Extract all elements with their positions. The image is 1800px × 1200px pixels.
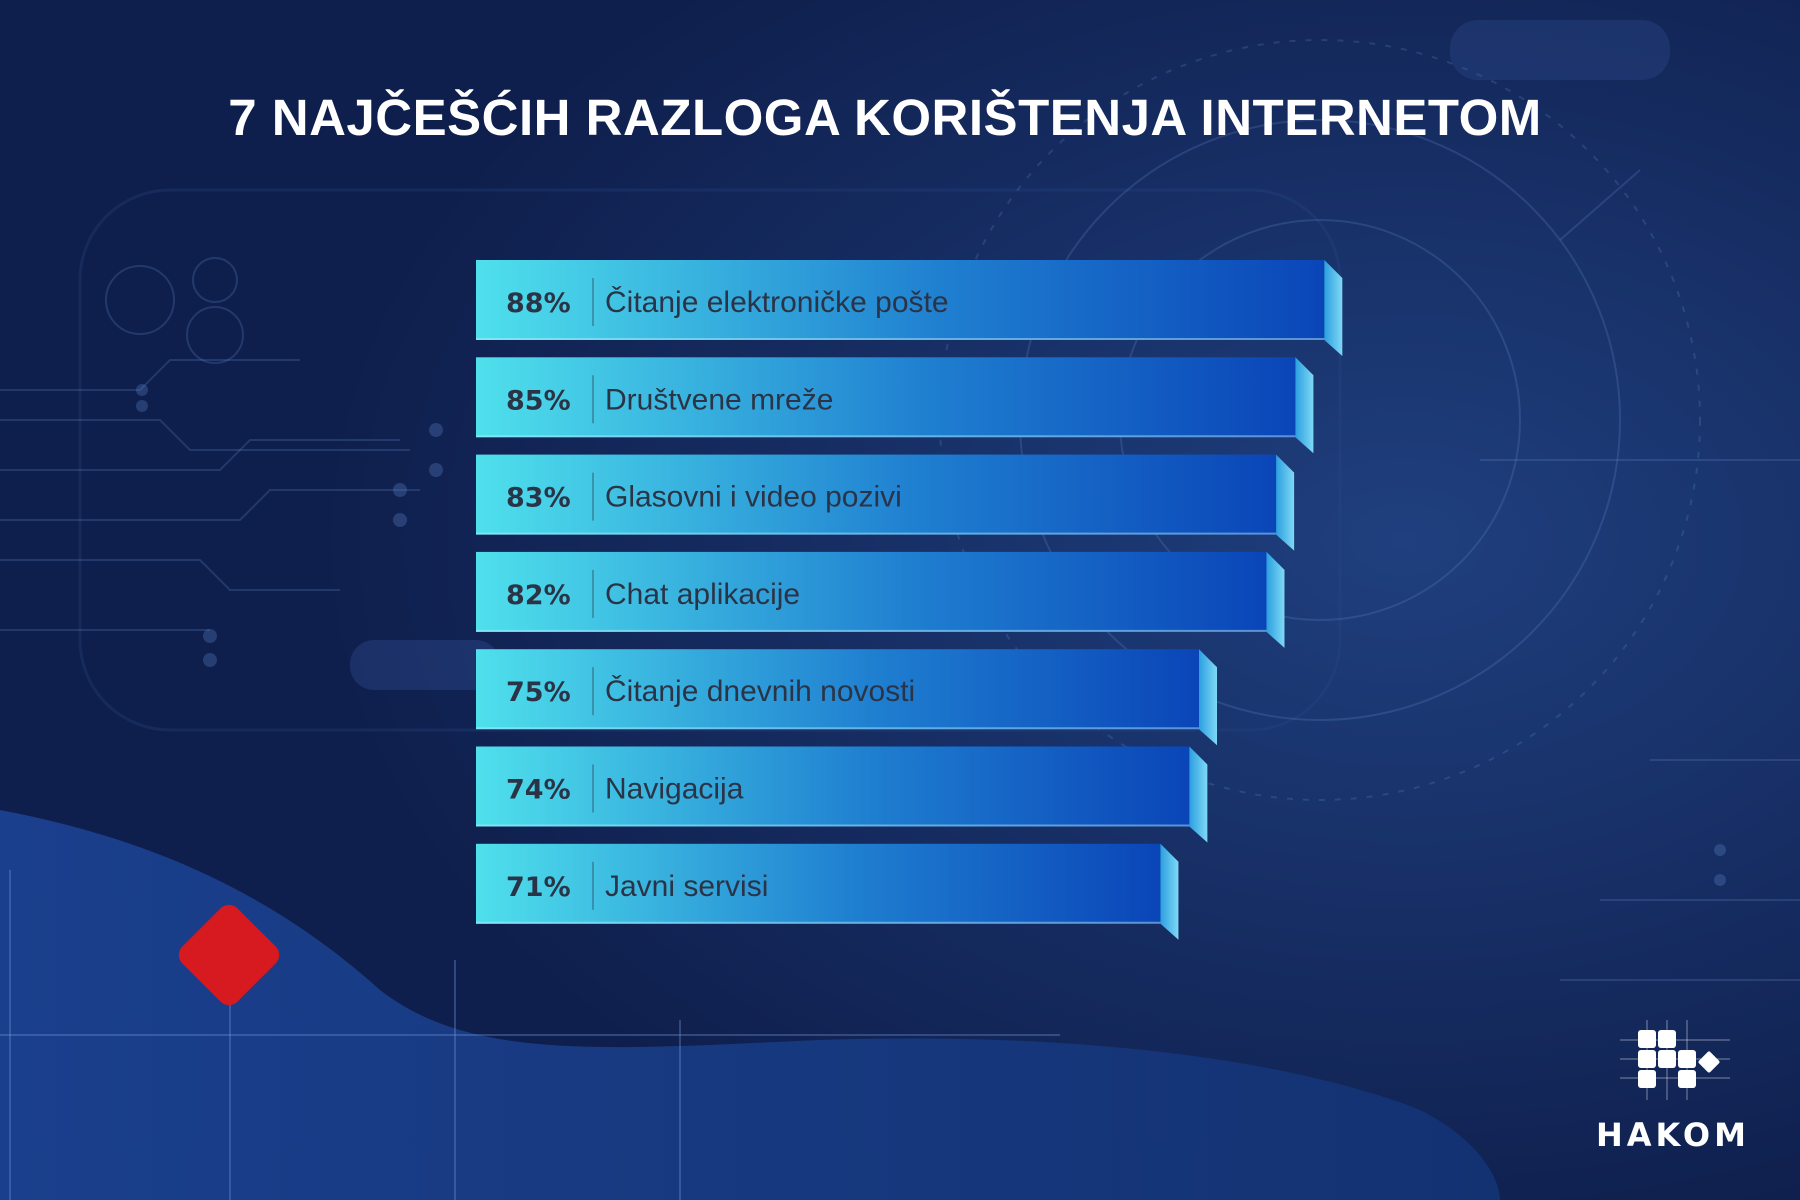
bar-value-label-2: 85% [506,385,571,416]
bar-category-label-4: Chat aplikacije [605,578,800,611]
bar-category-label-6: Navigacija [605,773,744,806]
bar-end-cap-4 [1266,551,1285,648]
bar-category-label-3: Glasovni i video pozivi [605,481,902,514]
bar-value-label-3: 83% [506,483,571,514]
bar-end-cap-5 [1199,649,1217,746]
bar-value-label-1: 88% [506,288,571,319]
bar-end-cap-1 [1324,260,1343,356]
bar-3 [476,454,1277,535]
bar-2 [476,357,1296,438]
page-title: 7 NAJČEŠĆIH RAZLOGA KORIŠTENJA INTERNETO… [228,89,1542,146]
bar-value-label-6: 74% [506,775,571,806]
accent-diamond [178,904,280,1006]
hakom-logo-icon [1620,1020,1730,1100]
bar-6 [476,746,1190,827]
bar-value-label-5: 75% [506,677,571,708]
bar-5 [476,649,1199,730]
bar-value-label-4: 82% [506,580,571,611]
bar-end-cap-3 [1276,454,1295,551]
bar-category-label-2: Društvene mreže [605,383,833,416]
hakom-logo-text: HAKOM [1596,1116,1750,1154]
bar-7 [476,843,1161,924]
bar-end-cap-6 [1189,746,1208,843]
bar-category-label-5: Čitanje dnevnih novosti [605,674,915,708]
bar-end-cap-2 [1295,357,1314,454]
bar-1 [476,260,1325,340]
bar-category-label-7: Javni servisi [605,870,768,903]
bar-end-cap-7 [1160,843,1179,940]
bar-category-label-1: Čitanje elektroničke pošte [605,285,949,319]
bar-4 [476,551,1267,632]
bar-value-label-7: 71% [506,872,571,903]
